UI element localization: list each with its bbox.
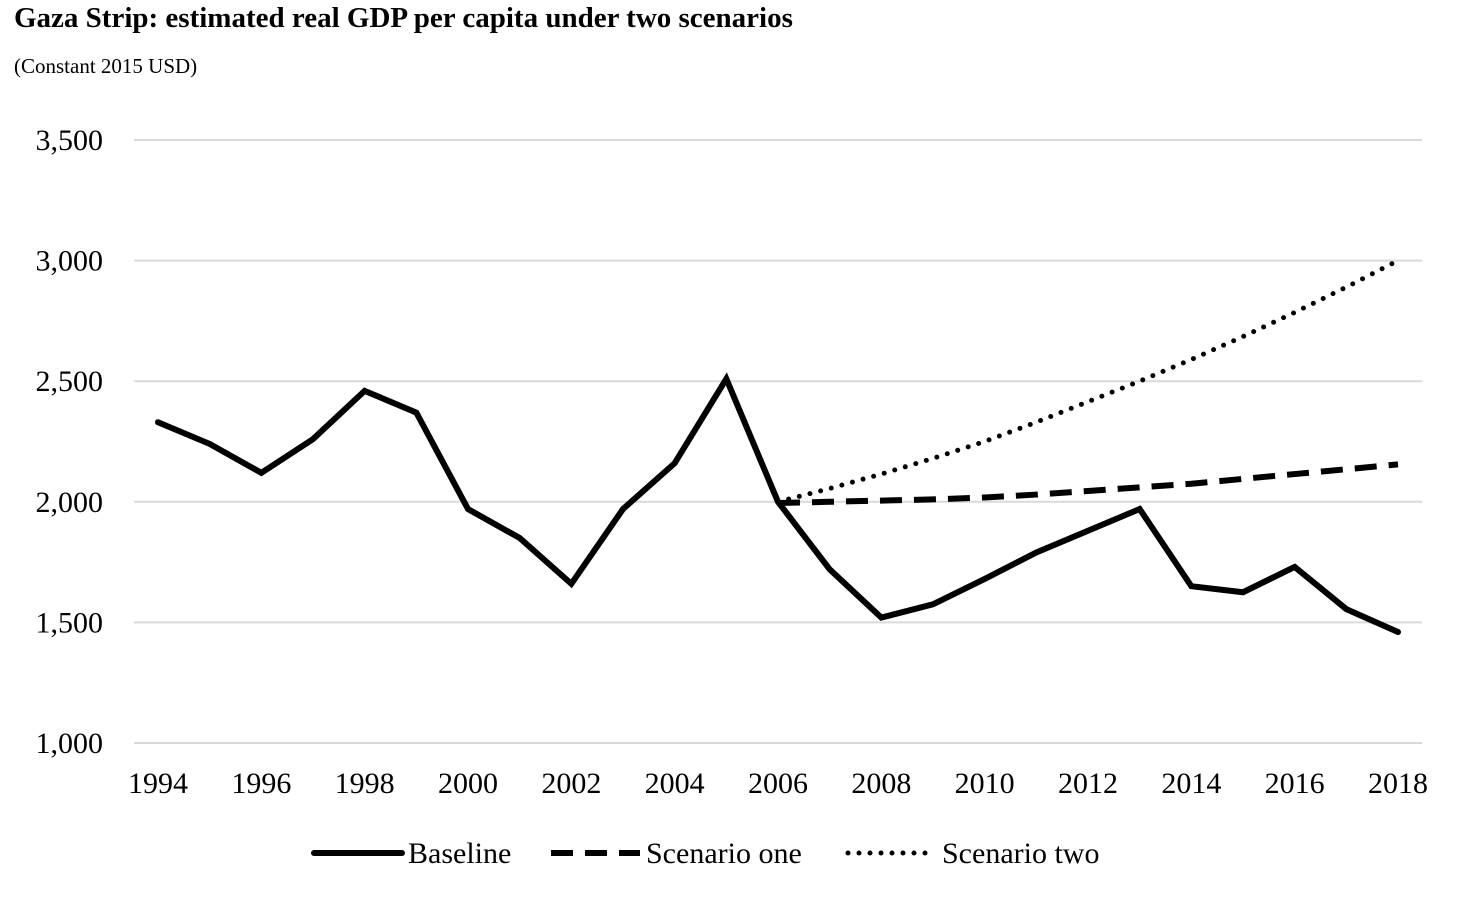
series-lines: [155, 258, 1401, 636]
data-point: [1088, 401, 1089, 402]
legend-label: Baseline: [408, 837, 511, 870]
data-point: [1346, 469, 1347, 470]
x-tick-label: 2006: [748, 767, 808, 800]
y-tick-label: 3,000: [36, 245, 104, 278]
legend-label: Scenario one: [646, 837, 802, 870]
data-point: [881, 474, 882, 475]
chart-subtitle: (Constant 2015 USD): [14, 54, 198, 78]
chart-title: Gaza Strip: estimated real GDP per capit…: [14, 2, 793, 34]
x-tick-label: 2002: [541, 767, 601, 800]
y-tick-label: 2,500: [36, 365, 104, 398]
legend-label: Scenario two: [942, 837, 1099, 870]
data-point: [933, 458, 934, 459]
gridlines: [134, 139, 1422, 744]
series-line-baseline: [155, 372, 1401, 636]
y-axis-ticks: 1,000 1,500 2,000 2,500 3,000 3,500: [36, 124, 104, 760]
x-tick-label: 2014: [1161, 767, 1221, 800]
x-tick-label: 1994: [128, 767, 188, 800]
x-tick-label: 2010: [955, 767, 1015, 800]
x-axis-ticks: 1994 1996 1998 2000 2002 2004 2006 2008 2010 2012…: [128, 767, 1428, 800]
x-tick-label: 2016: [1265, 767, 1325, 800]
x-tick-label: 2008: [851, 767, 911, 800]
x-tick-label: 2018: [1368, 767, 1428, 800]
series-line-scenario-two: [775, 258, 1401, 505]
y-tick-label: 3,500: [36, 124, 104, 157]
x-tick-label: 1998: [335, 767, 395, 800]
data-point: [984, 441, 985, 442]
x-tick-label: 2012: [1058, 767, 1118, 800]
x-tick-label: 2004: [645, 767, 705, 800]
x-tick-label: 1996: [231, 767, 291, 800]
y-tick-label: 1,500: [36, 606, 104, 639]
x-tick-label: 2000: [438, 767, 498, 800]
data-point: [1243, 478, 1244, 479]
y-tick-label: 2,000: [36, 486, 104, 519]
data-point: [1346, 287, 1347, 288]
legend: Baseline Scenario one Scenario two: [311, 837, 1099, 870]
series-line-scenario-one: [777, 461, 1399, 507]
data-point: [1036, 422, 1037, 423]
y-tick-label: 1,000: [36, 727, 104, 760]
